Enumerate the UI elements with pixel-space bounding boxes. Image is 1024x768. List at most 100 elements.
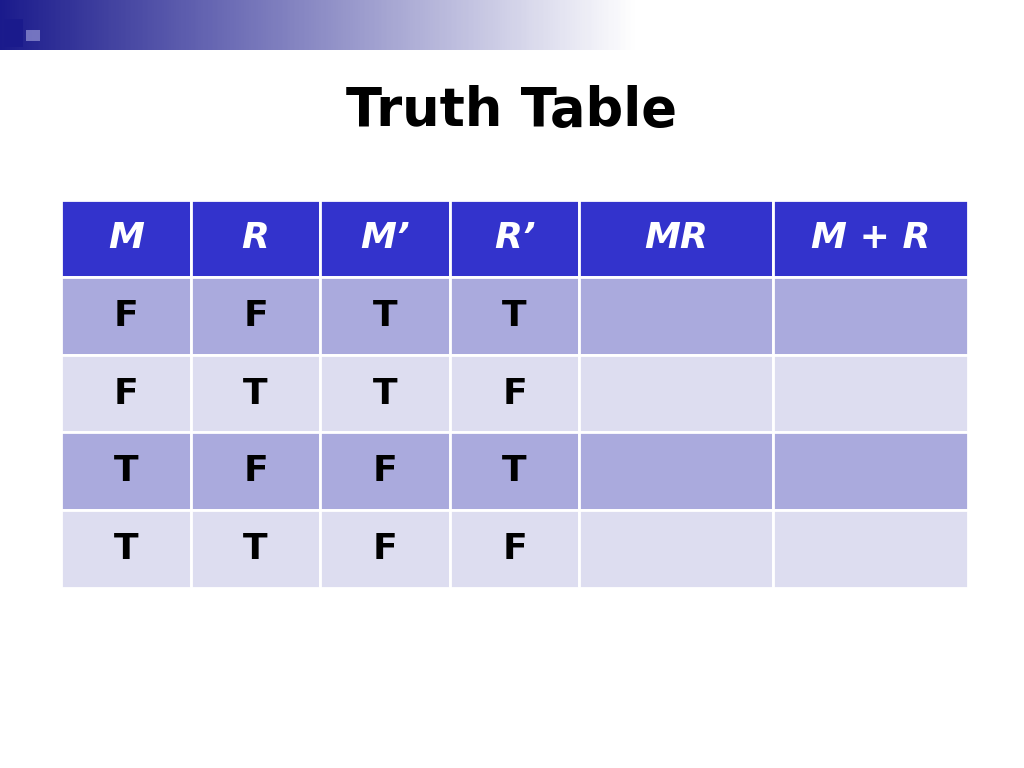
Bar — [317, 0, 319, 50]
Bar — [758, 0, 760, 50]
Text: F: F — [502, 531, 527, 566]
Bar — [152, 0, 154, 50]
Bar — [187, 0, 189, 50]
Bar — [525, 0, 527, 50]
Bar — [842, 0, 843, 50]
Bar — [538, 0, 540, 50]
Bar — [802, 0, 804, 50]
Bar — [145, 0, 146, 50]
Bar — [309, 0, 310, 50]
Bar — [202, 0, 203, 50]
Bar — [284, 0, 285, 50]
Bar — [838, 0, 840, 50]
Bar — [669, 0, 671, 50]
Bar — [494, 0, 495, 50]
Bar — [1014, 0, 1016, 50]
Bar — [415, 0, 417, 50]
Text: F: F — [244, 454, 268, 488]
Bar — [816, 0, 817, 50]
Bar — [392, 0, 394, 50]
Bar — [200, 0, 202, 50]
Bar — [48, 0, 49, 50]
Bar — [1000, 0, 1001, 50]
Bar — [801, 0, 802, 50]
Bar — [580, 510, 773, 588]
Bar — [858, 0, 860, 50]
Bar — [995, 0, 996, 50]
Bar — [338, 0, 340, 50]
Bar — [323, 0, 325, 50]
Bar — [261, 0, 263, 50]
Bar — [773, 277, 968, 355]
Bar — [985, 0, 986, 50]
Bar — [389, 0, 391, 50]
Bar — [560, 0, 561, 50]
Bar — [305, 0, 307, 50]
Bar — [15, 0, 17, 50]
Bar — [611, 0, 612, 50]
Bar — [633, 0, 635, 50]
Bar — [77, 0, 79, 50]
Bar — [691, 0, 693, 50]
Bar — [601, 0, 602, 50]
Bar — [978, 0, 980, 50]
Bar — [845, 0, 847, 50]
Bar — [640, 0, 642, 50]
Bar — [268, 0, 269, 50]
Bar — [285, 0, 287, 50]
Bar — [41, 0, 43, 50]
Bar — [589, 0, 591, 50]
Bar — [855, 0, 857, 50]
Bar — [663, 0, 664, 50]
Bar — [650, 0, 652, 50]
Bar — [996, 0, 998, 50]
Bar — [238, 0, 239, 50]
Bar — [304, 0, 305, 50]
Bar — [269, 0, 271, 50]
Bar — [630, 0, 632, 50]
Bar — [773, 200, 968, 277]
Bar — [717, 0, 719, 50]
Bar — [376, 0, 377, 50]
Bar — [606, 0, 607, 50]
Bar — [514, 0, 515, 50]
Bar — [326, 0, 328, 50]
Bar — [51, 0, 53, 50]
Bar — [471, 0, 473, 50]
Bar — [949, 0, 950, 50]
Bar — [1011, 0, 1012, 50]
Text: MR: MR — [644, 221, 709, 256]
Bar — [862, 0, 863, 50]
Text: F: F — [373, 454, 397, 488]
Bar — [735, 0, 737, 50]
Bar — [822, 0, 824, 50]
Bar — [658, 0, 660, 50]
Bar — [809, 0, 811, 50]
Bar — [195, 0, 197, 50]
Bar — [635, 0, 637, 50]
Bar — [481, 0, 483, 50]
Bar — [381, 0, 382, 50]
Bar — [966, 0, 968, 50]
Bar — [553, 0, 555, 50]
Bar — [587, 0, 589, 50]
Bar — [43, 0, 44, 50]
Bar — [1019, 0, 1021, 50]
Bar — [488, 0, 489, 50]
Bar — [616, 0, 617, 50]
Bar — [710, 0, 712, 50]
Bar — [535, 0, 536, 50]
Bar — [699, 0, 701, 50]
Bar — [657, 0, 658, 50]
Bar — [440, 0, 442, 50]
Bar — [599, 0, 601, 50]
Bar — [914, 0, 916, 50]
Bar — [87, 0, 89, 50]
Bar — [886, 0, 888, 50]
Bar — [788, 0, 791, 50]
Bar — [689, 0, 691, 50]
Bar — [190, 432, 321, 510]
Bar — [878, 0, 879, 50]
Bar — [297, 0, 299, 50]
Bar — [458, 0, 459, 50]
